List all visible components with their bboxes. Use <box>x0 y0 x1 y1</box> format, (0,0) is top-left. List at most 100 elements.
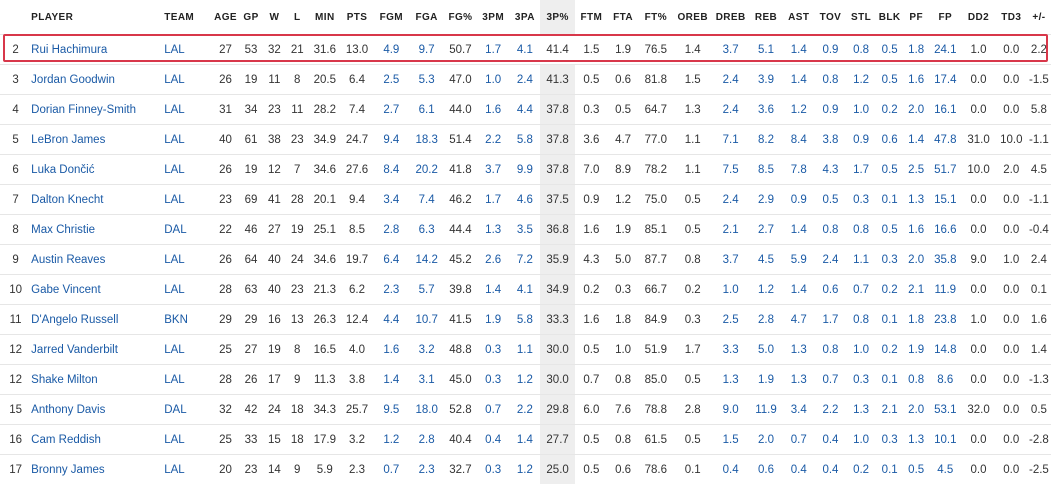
stat-fgm[interactable]: 1.6 <box>373 335 409 365</box>
stat-stl[interactable]: 0.9 <box>846 125 876 155</box>
stat-fgm[interactable]: 2.8 <box>373 215 409 245</box>
stat-ast[interactable]: 8.4 <box>783 125 815 155</box>
team-link[interactable]: LAL <box>164 245 212 275</box>
stat-pf[interactable]: 1.9 <box>903 335 929 365</box>
stat-stl[interactable]: 0.8 <box>846 215 876 245</box>
stat-pf[interactable]: 1.3 <box>903 425 929 455</box>
stat-fgm[interactable]: 1.4 <box>373 365 409 395</box>
player-name-link[interactable]: Bronny James <box>31 455 164 484</box>
stat-blk[interactable]: 0.5 <box>876 215 903 245</box>
stat-tpm[interactable]: 0.4 <box>477 425 509 455</box>
stat-blk[interactable]: 0.5 <box>876 65 903 95</box>
player-name-link[interactable]: Anthony Davis <box>31 395 164 425</box>
stat-blk[interactable]: 2.1 <box>876 395 903 425</box>
stat-tov[interactable]: 0.9 <box>815 95 846 125</box>
column-header-age[interactable]: AGE <box>212 0 239 35</box>
stat-blk[interactable]: 0.1 <box>876 365 903 395</box>
stat-tov[interactable]: 2.4 <box>815 245 846 275</box>
team-link[interactable]: LAL <box>164 425 212 455</box>
player-name-link[interactable]: LeBron James <box>31 125 164 155</box>
stat-fp[interactable]: 11.9 <box>929 275 961 305</box>
stat-fp[interactable]: 15.1 <box>929 185 961 215</box>
column-header-pts[interactable]: PTS <box>341 0 373 35</box>
stat-stl[interactable]: 0.3 <box>846 365 876 395</box>
team-link[interactable]: LAL <box>164 185 212 215</box>
stat-fga[interactable]: 10.7 <box>410 305 444 335</box>
stat-dreb[interactable]: 1.0 <box>712 275 749 305</box>
stat-dreb[interactable]: 7.1 <box>712 125 749 155</box>
stat-pf[interactable]: 2.0 <box>903 245 929 275</box>
column-header-fgp[interactable]: FG% <box>444 0 477 35</box>
stat-fp[interactable]: 24.1 <box>929 35 961 65</box>
stat-dreb[interactable]: 1.5 <box>712 425 749 455</box>
stat-ast[interactable]: 3.4 <box>783 395 815 425</box>
stat-fga[interactable]: 18.0 <box>410 395 444 425</box>
stat-fgm[interactable]: 9.5 <box>373 395 409 425</box>
stat-tov[interactable]: 3.8 <box>815 125 846 155</box>
stat-reb[interactable]: 5.0 <box>749 335 782 365</box>
stat-reb[interactable]: 8.5 <box>749 155 782 185</box>
stat-fp[interactable]: 35.8 <box>929 245 961 275</box>
stat-reb[interactable]: 1.2 <box>749 275 782 305</box>
team-link[interactable]: LAL <box>164 35 212 65</box>
stat-fga[interactable]: 6.3 <box>410 215 444 245</box>
stat-tpm[interactable]: 1.9 <box>477 305 509 335</box>
player-name-link[interactable]: Jarred Vanderbilt <box>31 335 164 365</box>
stat-blk[interactable]: 0.2 <box>876 95 903 125</box>
team-link[interactable]: DAL <box>164 395 212 425</box>
stat-tpm[interactable]: 1.6 <box>477 95 509 125</box>
stat-ast[interactable]: 7.8 <box>783 155 815 185</box>
stat-fgm[interactable]: 2.5 <box>373 65 409 95</box>
stat-fp[interactable]: 51.7 <box>929 155 961 185</box>
stat-stl[interactable]: 0.8 <box>846 35 876 65</box>
stat-fp[interactable]: 4.5 <box>929 455 961 484</box>
column-header-oreb[interactable]: OREB <box>674 0 712 35</box>
stat-tov[interactable]: 0.8 <box>815 335 846 365</box>
stat-tpm[interactable]: 0.3 <box>477 335 509 365</box>
team-link[interactable]: LAL <box>164 155 212 185</box>
column-header-w[interactable]: W <box>263 0 286 35</box>
stat-reb[interactable]: 2.9 <box>749 185 782 215</box>
stat-ast[interactable]: 1.4 <box>783 65 815 95</box>
stat-pf[interactable]: 1.6 <box>903 215 929 245</box>
stat-tov[interactable]: 0.9 <box>815 35 846 65</box>
team-link[interactable]: DAL <box>164 215 212 245</box>
column-header-fp[interactable]: FP <box>929 0 961 35</box>
stat-dreb[interactable]: 9.0 <box>712 395 749 425</box>
team-link[interactable]: LAL <box>164 275 212 305</box>
column-header-tov[interactable]: TOV <box>815 0 846 35</box>
stat-reb[interactable]: 8.2 <box>749 125 782 155</box>
stat-tov[interactable]: 2.2 <box>815 395 846 425</box>
stat-reb[interactable]: 4.5 <box>749 245 782 275</box>
player-name-link[interactable]: Luka Dončić <box>31 155 164 185</box>
stat-fga[interactable]: 3.1 <box>410 365 444 395</box>
stat-pf[interactable]: 2.0 <box>903 95 929 125</box>
stat-reb[interactable]: 0.6 <box>749 455 782 484</box>
stat-stl[interactable]: 1.7 <box>846 155 876 185</box>
column-header-tpa[interactable]: 3PA <box>509 0 540 35</box>
stat-ast[interactable]: 5.9 <box>783 245 815 275</box>
stat-tpa[interactable]: 9.9 <box>509 155 540 185</box>
stat-dreb[interactable]: 2.5 <box>712 305 749 335</box>
column-header-l[interactable]: L <box>286 0 309 35</box>
stat-tpa[interactable]: 7.2 <box>509 245 540 275</box>
stat-fp[interactable]: 53.1 <box>929 395 961 425</box>
team-link[interactable]: LAL <box>164 125 212 155</box>
stat-fgm[interactable]: 2.7 <box>373 95 409 125</box>
stat-tpa[interactable]: 4.1 <box>509 275 540 305</box>
stat-tpa[interactable]: 4.4 <box>509 95 540 125</box>
column-header-tpp[interactable]: 3P% <box>540 0 574 35</box>
stat-blk[interactable]: 0.5 <box>876 35 903 65</box>
team-link[interactable]: BKN <box>164 305 212 335</box>
player-name-link[interactable]: Jordan Goodwin <box>31 65 164 95</box>
stat-ast[interactable]: 0.7 <box>783 425 815 455</box>
stat-fp[interactable]: 16.6 <box>929 215 961 245</box>
stat-reb[interactable]: 11.9 <box>749 395 782 425</box>
